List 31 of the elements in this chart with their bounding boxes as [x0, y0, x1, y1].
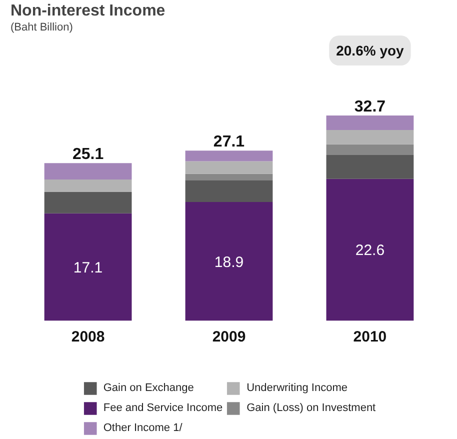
data-label: 18.9 [214, 254, 244, 271]
data-label: 22.6 [355, 242, 385, 260]
bar [326, 116, 414, 130]
chart-title: Non-interest Income [10, 2, 166, 20]
x-tick-label: 2010 [353, 328, 387, 346]
data-label: 17.1 [73, 259, 103, 276]
x-tick-label: 2008 [71, 328, 105, 346]
bar [185, 180, 273, 202]
legend-label: Underwriting Income [246, 381, 348, 396]
legend-label: Other Income 1/ [103, 421, 182, 436]
bar [326, 130, 414, 144]
legend-label: Fee and Service Income [103, 401, 223, 416]
text: 20.6% yoy [336, 42, 404, 58]
total-label: 32.7 [354, 98, 386, 116]
bar [185, 202, 273, 321]
total-label: 27.1 [213, 134, 245, 151]
bar [44, 213, 132, 321]
bar [326, 144, 414, 156]
bar [185, 150, 273, 162]
legend-label: Gain on Exchange [103, 381, 194, 396]
bar [44, 192, 132, 214]
legend-label: Gain (Loss) on Investment [246, 401, 376, 416]
bar [44, 163, 132, 180]
bar [326, 178, 414, 321]
bar [44, 179, 132, 192]
chart-subtitle: (Baht Billion) [10, 22, 73, 34]
bar [185, 161, 273, 174]
bar [185, 174, 273, 180]
x-tick-label: 2009 [212, 328, 246, 346]
bar [326, 155, 414, 179]
total-label: 25.1 [72, 146, 104, 164]
